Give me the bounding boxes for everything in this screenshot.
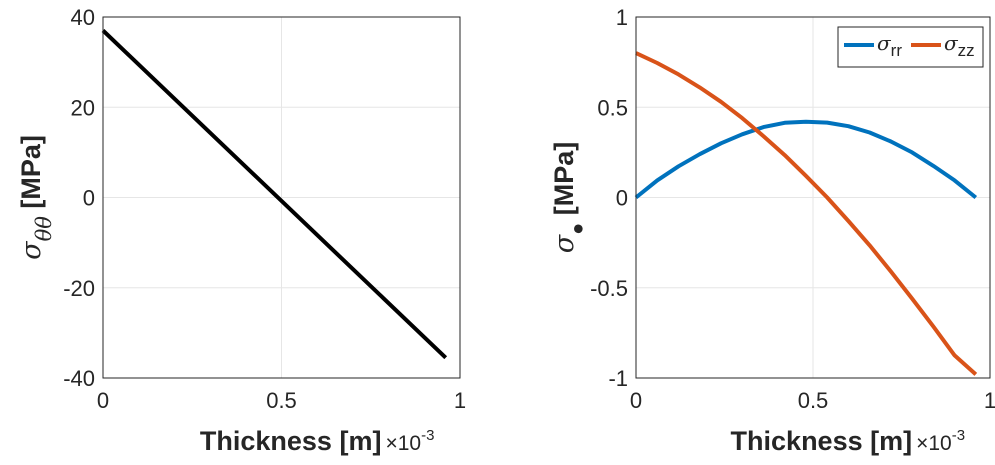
- x-axis-label: Thickness [m]: [731, 426, 913, 456]
- series-line-0: [634, 119, 978, 200]
- y-tick-label: 0: [616, 186, 628, 211]
- legend-label-sigma-zz: σzz: [944, 31, 975, 60]
- legend-symbol: σ: [944, 31, 959, 55]
- x-tick-label: 0.5: [266, 388, 297, 413]
- x-axis-label: Thickness [m]: [200, 426, 382, 456]
- y-label-symbol: σ: [549, 233, 580, 253]
- y-tick-label: -20: [63, 276, 95, 301]
- legend: σrr σzz: [837, 26, 984, 68]
- x-tick-label: 0: [97, 388, 109, 413]
- axes-box: [635, 16, 991, 379]
- x-tick-label: 0: [630, 388, 642, 413]
- tick-labels: 0 0.5 1 40 20 0 -20 -40: [63, 5, 466, 413]
- legend-subscript: rr: [891, 41, 903, 60]
- y-axis-label: σθθ [MPa]: [16, 135, 56, 260]
- x-scale-base: ×10: [385, 432, 421, 455]
- y-tick-label: 1: [616, 5, 628, 30]
- x-scale-exponent: -3: [421, 427, 434, 444]
- y-tick-label: -0.5: [590, 276, 628, 301]
- axes-box: [102, 16, 461, 379]
- series-group: [634, 51, 978, 376]
- series-line-1: [635, 51, 978, 376]
- y-axis-label: σ● [MPa]: [549, 142, 589, 254]
- legend-subscript: zz: [958, 41, 975, 60]
- y-tick-label: 20: [71, 95, 95, 120]
- y-tick-label: 40: [71, 5, 95, 30]
- y-label-unit: [MPa]: [16, 135, 46, 216]
- series-line-0: [101, 29, 448, 360]
- hoop-stress-plot: 0 0.5 1 40 20 0 -20 -40 Thickness [m] ×10-3 σθθ…: [16, 5, 466, 456]
- y-tick-label: 0.5: [597, 95, 628, 120]
- x-tick-label: 1: [454, 388, 466, 413]
- radial-axial-stress-plot: 0 0.5 1 1 0.5 0 -0.5 -1 Thickness [m] ×10-3 σ● …: [549, 5, 995, 456]
- y-label-subscript: θθ: [32, 216, 56, 242]
- y-label-subscript: ●: [567, 223, 589, 235]
- x-tick-label: 0.5: [798, 388, 829, 413]
- y-tick-label: 0: [83, 186, 95, 211]
- x-axis-scale-factor: ×10-3: [916, 427, 965, 455]
- x-scale-exponent: -3: [952, 427, 965, 444]
- y-label-symbol: σ: [16, 240, 47, 260]
- x-axis-scale-factor: ×10-3: [385, 427, 434, 455]
- legend-symbol: σ: [877, 31, 892, 55]
- y-tick-label: -1: [608, 366, 628, 391]
- y-label-unit: [MPa]: [549, 142, 579, 223]
- legend-label-sigma-rr: σrr: [877, 31, 902, 60]
- series-group: [101, 29, 448, 360]
- x-scale-base: ×10: [916, 432, 952, 455]
- x-tick-label: 1: [984, 388, 995, 413]
- tick-labels: 0 0.5 1 1 0.5 0 -0.5 -1: [590, 5, 995, 413]
- y-tick-label: -40: [63, 366, 95, 391]
